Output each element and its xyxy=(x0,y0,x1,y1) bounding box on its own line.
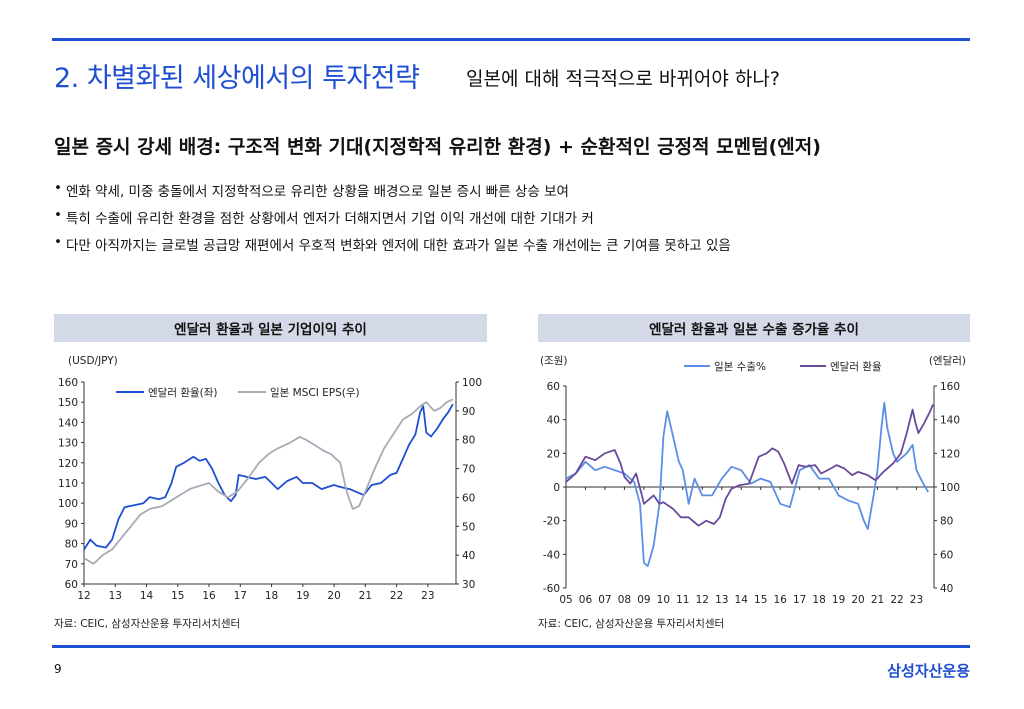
source-note-left: 자료: CEIC, 삼성자산운용 투자리서치센터 xyxy=(54,618,241,630)
y-tick-label-left: -20 xyxy=(543,516,560,528)
y-tick-label-right: 30 xyxy=(462,579,475,591)
y-tick-label-left: 160 xyxy=(58,377,78,389)
legend-label-fx: 엔달러 환율 xyxy=(830,361,882,373)
y-tick-label-right: 120 xyxy=(940,448,960,460)
page-number: 9 xyxy=(54,662,62,676)
y-tick-label-left: 100 xyxy=(58,498,78,510)
bullet-text: 엔화 약세, 미중 충돌에서 지정학적으로 유리한 상황을 배경으로 일본 증시… xyxy=(66,184,569,200)
x-tick-label: 06 xyxy=(579,594,593,606)
x-tick-label: 23 xyxy=(421,590,434,602)
y-tick-label-right: 160 xyxy=(940,381,960,393)
x-tick-label: 15 xyxy=(171,590,184,602)
x-tick-label: 11 xyxy=(676,594,689,606)
y-tick-label-left: 90 xyxy=(65,518,78,530)
x-tick-label: 20 xyxy=(327,590,340,602)
series-line-0 xyxy=(83,403,454,551)
x-tick-label: 09 xyxy=(637,594,650,606)
source-note-right: 자료: CEIC, 삼성자산운용 투자리서치센터 xyxy=(538,618,725,630)
y-tick-label-left: 120 xyxy=(58,458,78,470)
y-tick-label-right: 40 xyxy=(462,550,475,562)
left-axis-unit: (USD/JPY) xyxy=(68,355,118,367)
legend-label-eps: 일본 MSCI EPS(우) xyxy=(270,386,360,399)
y-tick-label-right: 70 xyxy=(462,464,475,476)
x-tick-label: 19 xyxy=(296,590,309,602)
x-tick-label: 16 xyxy=(773,594,787,606)
x-tick-label: 19 xyxy=(832,594,845,606)
x-tick-label: 17 xyxy=(234,590,247,602)
bullet-item: 특히 수출에 유리한 환경을 점한 상황에서 엔저가 더해지면서 기업 이익 개… xyxy=(54,207,594,227)
y-tick-label-left: 80 xyxy=(65,539,78,551)
y-tick-label-right: 100 xyxy=(462,377,482,389)
x-tick-label: 14 xyxy=(140,590,154,602)
x-tick-label: 18 xyxy=(812,594,825,606)
x-tick-label: 10 xyxy=(657,594,670,606)
series-line-1 xyxy=(83,398,454,565)
y-tick-label-right: 80 xyxy=(462,435,475,447)
section-heading: 일본 증시 강세 배경: 구조적 변화 기대(지정학적 유리한 환경) + 순환… xyxy=(54,136,821,158)
x-tick-label: 13 xyxy=(715,594,728,606)
brand-logo-text: 삼성자산운용 xyxy=(887,662,970,680)
y-tick-label-left: 150 xyxy=(58,397,78,409)
x-tick-label: 16 xyxy=(202,590,216,602)
x-tick-label: 21 xyxy=(871,594,884,606)
left-axis-unit: (조원) xyxy=(540,355,568,367)
x-tick-label: 13 xyxy=(109,590,122,602)
x-tick-label: 18 xyxy=(265,590,278,602)
y-tick-label-left: 0 xyxy=(553,482,560,494)
y-tick-label-left: 60 xyxy=(65,579,78,591)
y-tick-label-right: 40 xyxy=(940,583,953,595)
y-tick-label-right: 80 xyxy=(940,516,953,528)
y-tick-label-left: -60 xyxy=(543,583,560,595)
x-tick-label: 15 xyxy=(754,594,767,606)
chart-left: (USD/JPY) 엔달러 환율(좌) 일본 MSCI EPS(우) 60 70 80 90… xyxy=(58,355,482,602)
bullet-text: 다만 아직까지는 글로벌 공급망 재편에서 우호적 변화와 엔저에 대한 효과가… xyxy=(66,238,731,254)
series-line-1 xyxy=(565,404,934,527)
x-tick-label: 07 xyxy=(598,594,611,606)
y-tick-label-left: 140 xyxy=(58,417,78,429)
x-tick-label: 17 xyxy=(793,594,806,606)
x-tick-label: 14 xyxy=(735,594,749,606)
x-tick-label: 22 xyxy=(890,594,903,606)
x-tick-label: 20 xyxy=(851,594,864,606)
x-tick-label: 22 xyxy=(390,590,403,602)
y-tick-label-left: 60 xyxy=(547,381,560,393)
y-tick-label-left: 20 xyxy=(547,448,560,460)
series-line-0 xyxy=(565,401,929,567)
chart-left-title: 엔달러 환율과 일본 기업이익 추이 xyxy=(54,314,487,342)
y-tick-label-right: 100 xyxy=(940,482,960,494)
y-tick-label-right: 50 xyxy=(462,521,475,533)
legend-label-fx: 엔달러 환율(좌) xyxy=(148,387,218,399)
top-rule xyxy=(52,38,970,41)
bottom-rule xyxy=(52,645,970,648)
x-tick-label: 05 xyxy=(559,594,572,606)
y-tick-label-right: 140 xyxy=(940,415,960,427)
y-tick-label-right: 90 xyxy=(462,406,475,418)
x-tick-label: 12 xyxy=(696,594,709,606)
y-tick-label-right: 60 xyxy=(940,549,953,561)
y-tick-label-left: -40 xyxy=(543,549,560,561)
legend-label-exports: 일본 수출% xyxy=(714,360,766,373)
x-tick-label: 21 xyxy=(359,590,372,602)
bullet-text: 특히 수출에 유리한 환경을 점한 상황에서 엔저가 더해지면서 기업 이익 개… xyxy=(66,211,594,227)
bullet-item: 다만 아직까지는 글로벌 공급망 재편에서 우호적 변화와 엔저에 대한 효과가… xyxy=(54,234,731,254)
chart-right-title: 엔달러 환율과 일본 수출 증가율 추이 xyxy=(538,314,970,342)
right-axis-unit: (엔달러) xyxy=(929,355,966,367)
y-tick-label-left: 130 xyxy=(58,438,78,450)
y-tick-label-right: 60 xyxy=(462,492,475,504)
bullet-item: 엔화 약세, 미중 충돌에서 지정학적으로 유리한 상황을 배경으로 일본 증시… xyxy=(54,180,569,200)
page-title: 2. 차별화된 세상에서의 투자전략 xyxy=(54,63,420,94)
x-tick-label: 12 xyxy=(77,590,90,602)
y-tick-label-left: 110 xyxy=(58,478,78,490)
y-tick-label-left: 70 xyxy=(65,559,78,571)
x-tick-label: 08 xyxy=(618,594,631,606)
chart-right: (조원) (엔달러) 일본 수출% 엔달러 환율 -60 -40 -20 0 20 40 60 40 6… xyxy=(540,355,966,606)
page-subtitle: 일본에 대해 적극적으로 바뀌어야 하나? xyxy=(466,68,780,90)
y-tick-label-left: 40 xyxy=(547,415,560,427)
x-tick-label: 23 xyxy=(910,594,923,606)
